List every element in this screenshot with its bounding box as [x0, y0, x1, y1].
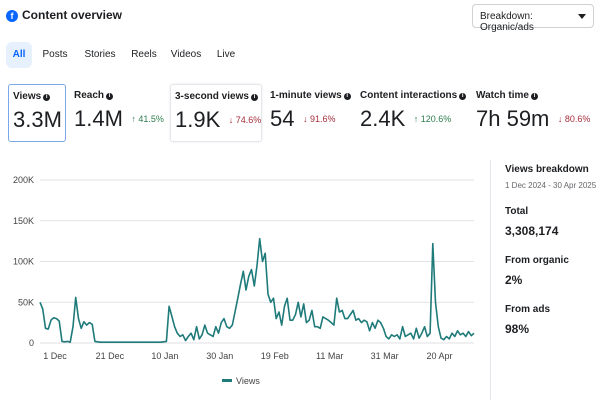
organic-value: 2%: [505, 273, 523, 287]
info-icon: i: [459, 93, 467, 100]
info-icon: i: [530, 93, 538, 100]
metric-value: 7h 59m: [476, 106, 550, 131]
total-label: Total: [505, 206, 529, 217]
views-breakdown-panel: Views breakdown 1 Dec 2024 - 30 Apr 2025…: [490, 160, 600, 400]
legend-label[interactable]: Views: [236, 376, 260, 386]
breakdown-date-range: 1 Dec 2024 - 30 Apr 2025: [505, 181, 597, 190]
info-icon: i: [106, 93, 114, 100]
y-tick-label: 200K: [13, 175, 34, 185]
x-tick-label: 1 Dec: [43, 351, 67, 361]
x-tick-label: 11 Mar: [316, 351, 343, 361]
metric-content-interactions[interactable]: Content interactions i 2.4K ↑ 120.6%: [356, 84, 468, 142]
views-chart: 200K 150K 100K 50K 0 1 Dec 21 Dec 10 Jan 30 Jan 1…: [0, 160, 480, 400]
x-tick-label: 30 Jan: [206, 351, 233, 361]
facebook-icon: f: [6, 10, 18, 22]
x-tick-label: 21 Dec: [96, 351, 125, 361]
metrics-row: Views i 3.3M Reach i 1.4M ↑ 41.5% 3-second…: [0, 84, 600, 144]
legend-swatch: [222, 379, 232, 382]
metric-value: 1.9K: [175, 107, 221, 132]
metric-change: ↑ 41.5%: [131, 114, 164, 124]
views-line-chart: 200K 150K 100K 50K 0 1 Dec 21 Dec 10 Jan 30 Jan 1…: [13, 175, 475, 386]
page-title: Content overview: [22, 8, 123, 22]
x-tick-label: 20 Apr: [427, 351, 453, 361]
y-tick-label: 50K: [18, 297, 34, 307]
metric-views[interactable]: Views i 3.3M: [8, 84, 66, 142]
x-tick-label: 19 Feb: [261, 351, 289, 361]
tab-posts[interactable]: Posts: [42, 49, 68, 60]
metric-value: 3.3M: [13, 107, 62, 132]
metric-watch-time[interactable]: Watch time i 7h 59m ↓ 80.6%: [476, 90, 591, 131]
metric-change: ↓ 91.6%: [302, 114, 336, 124]
total-value: 3,308,174: [505, 224, 559, 238]
breakdown-title: Views breakdown: [505, 164, 589, 175]
metric-change: ↓ 80.6%: [557, 114, 591, 124]
tab-stories[interactable]: Stories: [84, 49, 116, 60]
views-series-line: [39, 237, 475, 343]
metric-3-second-views[interactable]: 3-second views i 1.9K ↓ 74.6%: [170, 84, 262, 142]
info-icon: i: [343, 93, 351, 100]
y-tick-label: 100K: [13, 257, 34, 267]
metric-reach[interactable]: Reach i 1.4M ↑ 41.5%: [74, 90, 164, 131]
metric-change: ↑ 120.6%: [413, 114, 452, 124]
tab-reels[interactable]: Reels: [131, 49, 157, 60]
metric-value: 54: [270, 106, 295, 131]
tab-live[interactable]: Live: [216, 49, 236, 60]
organic-label: From organic: [505, 255, 569, 266]
y-tick-label: 0: [29, 338, 34, 348]
x-tick-label: 31 Mar: [371, 351, 399, 361]
tab-all[interactable]: All: [6, 42, 32, 68]
header: f Content overview Breakdown: Organic/ad…: [6, 4, 594, 33]
ads-label: From ads: [505, 304, 551, 315]
y-tick-label: 150K: [13, 216, 34, 226]
x-tick-label: 10 Jan: [151, 351, 178, 361]
metric-value: 2.4K: [360, 106, 406, 131]
info-icon: i: [250, 94, 258, 101]
breakdown-select-label: Breakdown: Organic/ads: [480, 11, 534, 33]
metric-1-minute-views[interactable]: 1-minute views i 54 ↓ 91.6%: [266, 84, 352, 142]
tab-videos[interactable]: Videos: [170, 49, 202, 60]
metric-value: 1.4M: [74, 106, 123, 131]
info-icon: i: [43, 94, 51, 101]
breakdown-select[interactable]: Breakdown: Organic/ads: [472, 4, 594, 33]
caret-down-icon: [578, 14, 586, 19]
metric-change: ↓ 74.6%: [228, 115, 262, 125]
ads-value: 98%: [505, 322, 530, 336]
